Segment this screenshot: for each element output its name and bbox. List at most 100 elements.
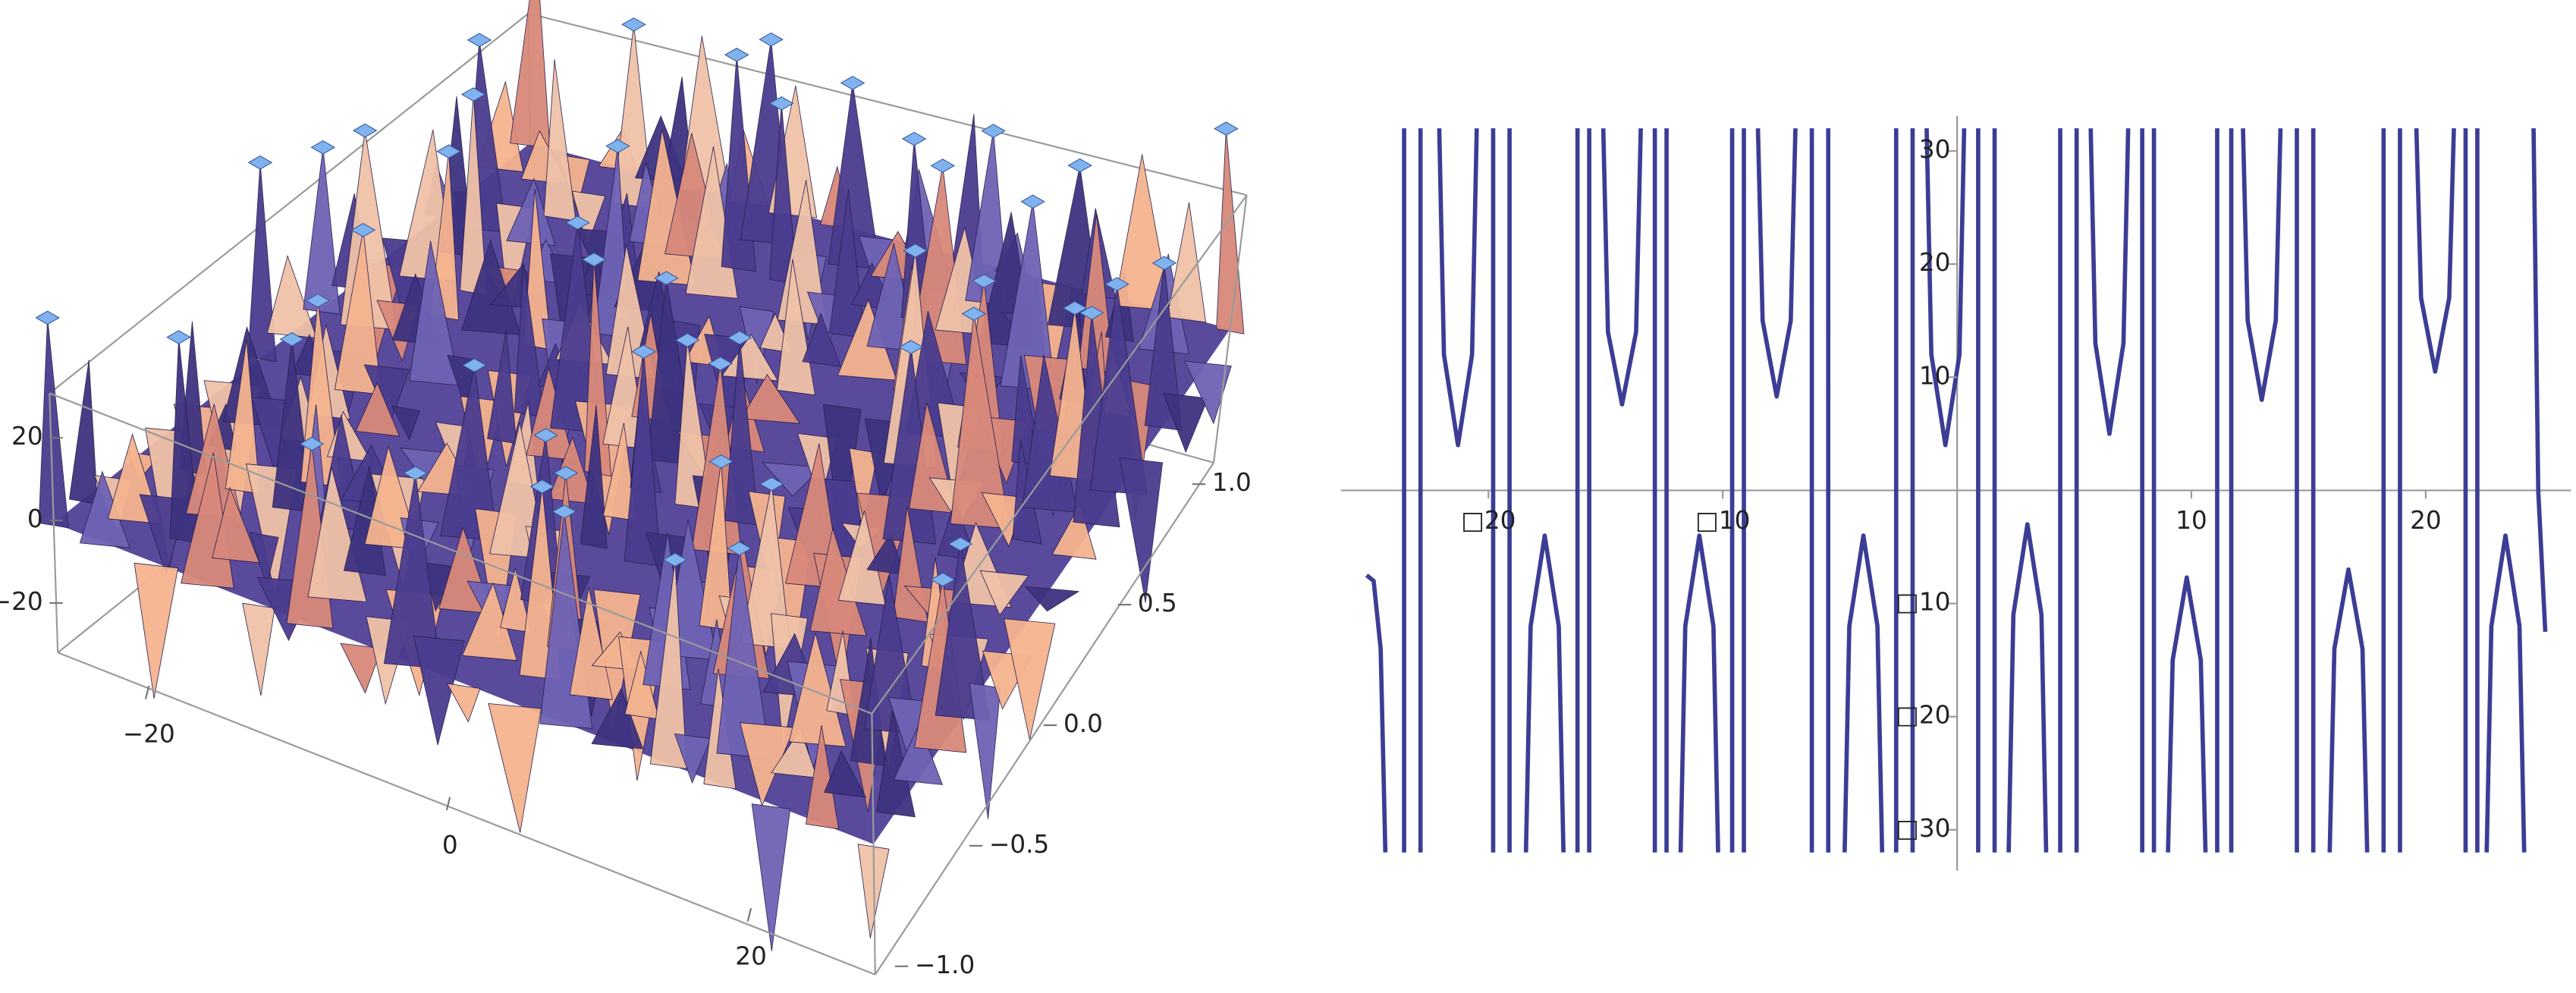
surface-cap (708, 454, 734, 469)
surface-cap (898, 340, 924, 354)
surface-cap (724, 47, 749, 62)
surface-cap (35, 310, 61, 325)
surface-facet (225, 339, 261, 495)
surface-cap (1020, 194, 1045, 209)
surface-cap (727, 541, 752, 556)
surface-facet (334, 230, 382, 395)
surface-facet (740, 373, 801, 424)
surface-facet (340, 643, 382, 694)
surface-facet (771, 728, 818, 778)
box-edge (528, 12, 1247, 196)
surface-facet (721, 333, 779, 382)
surface-facet (935, 544, 991, 721)
surface-cap (621, 17, 646, 32)
surface-facet (866, 532, 905, 575)
box-edge (49, 12, 529, 394)
surface-cap (1062, 300, 1088, 316)
surface-cap (403, 466, 428, 480)
surface-cap (310, 140, 336, 155)
y-tick-label: 0.0 (1063, 709, 1103, 738)
y-tick-label: □10 (1896, 588, 1950, 617)
surface-plot: −20 0 20 −1.0 −0.5 0.0 0.5 1.0 −20 0 20 (0, 0, 1252, 979)
y-tick-label: −0.5 (989, 830, 1049, 859)
surface-facet (488, 703, 542, 833)
y-tick-label: 0.5 (1138, 589, 1177, 617)
surface-facet (740, 484, 791, 649)
x-tick-label: □20 (1461, 506, 1516, 535)
x-tick-label: −20 (123, 719, 175, 748)
surface-facet (1144, 262, 1183, 431)
y-tick-label: 1.0 (1212, 468, 1252, 497)
surface-facet (824, 749, 867, 798)
surface-facet (649, 559, 687, 769)
surface-facet (409, 240, 460, 386)
surface-facet (849, 448, 878, 530)
x-tick (445, 797, 451, 811)
surface-facet (1000, 201, 1056, 391)
x-tick-label: 0 (442, 831, 458, 859)
y-tick-label: 20 (1919, 248, 1951, 277)
surface-facet (543, 59, 576, 222)
surface-facet (383, 473, 441, 669)
surface-facet (1004, 618, 1056, 740)
surface-cap (981, 124, 1006, 138)
surface-cap (352, 123, 378, 138)
surface-cap (674, 333, 700, 347)
surface-cap (1214, 121, 1239, 136)
surface-facet (487, 329, 517, 445)
curve (1365, 128, 2548, 853)
surface-facet (523, 189, 552, 350)
box-edge (49, 392, 872, 715)
x-tick (144, 685, 150, 699)
surface-facet (724, 338, 759, 526)
box-edge (871, 713, 876, 975)
surface-facet (569, 586, 614, 700)
surface-facet (893, 723, 944, 785)
surface-cap (947, 536, 973, 551)
surface-cap (759, 476, 784, 492)
y-tick-label: □20 (1896, 701, 1950, 730)
box-edge (57, 652, 876, 976)
surface-facet (624, 351, 661, 567)
surface-cap (605, 139, 630, 153)
box-edge (871, 194, 1248, 715)
surface-cap (1151, 256, 1177, 271)
y-tick-label: −1.0 (915, 951, 975, 979)
surface-cap (436, 144, 461, 159)
z-tick-label: 20 (11, 422, 43, 451)
box-edge (49, 393, 59, 653)
surface-cap (840, 76, 865, 90)
surface-cap (1067, 158, 1092, 173)
x-tick-label: 20 (2410, 506, 2442, 535)
surface-facet (446, 683, 481, 723)
surface-cap (305, 293, 331, 308)
surface-facet (212, 486, 260, 564)
surface-facet (1089, 284, 1148, 495)
surface-cap (961, 306, 987, 321)
surface-cap (166, 330, 191, 344)
surface-cap (533, 428, 558, 442)
surface-facet (247, 162, 277, 363)
y-tick-label: 30 (1919, 135, 1951, 164)
surface-cap (768, 96, 794, 111)
y-tick-label: 10 (1919, 361, 1951, 390)
surface-cap (565, 215, 590, 230)
surface-cap (1104, 277, 1129, 291)
surface-facet (591, 687, 644, 749)
surface-facet (751, 803, 791, 951)
surface-cap (299, 436, 325, 451)
x-tick-label: □10 (1695, 506, 1750, 535)
surface-facet (1114, 154, 1171, 311)
surface-facet (674, 733, 712, 784)
surface-cap (662, 552, 688, 567)
surface-cap (654, 271, 679, 285)
surface-cap (467, 33, 492, 48)
x-tick-label: 20 (735, 942, 767, 971)
surface-facet (68, 360, 98, 505)
surface-cap (350, 222, 376, 237)
surface-cap (708, 357, 734, 371)
surface-facet (510, 0, 551, 149)
surface-cap (279, 332, 305, 347)
